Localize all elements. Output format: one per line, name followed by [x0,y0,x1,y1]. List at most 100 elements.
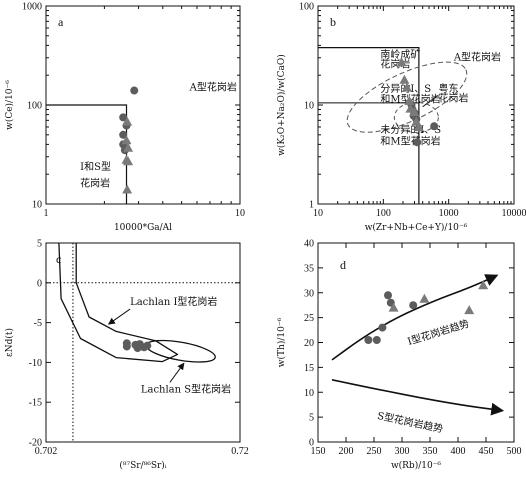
y-axis-label: εNd(t) [4,328,15,357]
s-type-trend-arrow [331,379,505,416]
data-point-triangle [122,116,133,126]
x-tick-label: 1000 [439,208,459,219]
data-point-circle [143,341,152,350]
y-tick-label: 5 [37,239,42,250]
i-type-trend-label: I型花岗岩趋势 [406,317,471,348]
field-label: 粤东 [439,82,459,95]
y-tick-label: 15 [304,363,314,374]
lachlan-i-field [58,242,179,363]
field-label: 南岭成矿 [380,48,420,61]
x-tick-label: 0.702 [35,446,58,457]
data-point-triangle [478,280,489,290]
y-tick-label: 30 [304,288,314,299]
panel-label: c [56,252,61,266]
x-tick-label: 300 [395,446,410,457]
data-point-circle [430,122,439,131]
x-tick-label: 10000 [502,208,526,219]
y-tick-label: -15 [29,398,42,409]
y-tick-label: 25 [304,313,314,324]
x-axis-label: w(Rb)/10⁻⁶ [391,460,441,471]
field-label: 花岗岩 [80,177,110,190]
data-point-triangle [396,57,407,67]
data-point-circle [119,130,128,139]
x-tick-label: 150 [311,446,326,457]
field-label: I和S型 [80,160,111,173]
y-tick-label: 1 [309,200,314,211]
lachlan-s-field [145,339,216,363]
x-tick-label: 400 [451,446,466,457]
panel-a: 1 10101001000aA型花岗岩I和S型花岗岩10000*Ga/Alw(Ce… [4,2,245,234]
x-axis-label: 10000*Ga/Al [114,223,172,233]
y-tick-label: 10 [304,101,314,112]
field-label: A型花岗岩 [189,81,237,94]
data-point-circle [378,323,387,332]
y-tick-label: 1000 [22,2,42,13]
data-point-triangle [123,142,134,152]
s-type-trend-label: S型花岗岩趋势 [376,409,444,436]
data-point-triangle [419,293,430,303]
panel-label: b [330,15,336,29]
panel-label: d [340,258,346,272]
data-point-circle [384,291,392,300]
field-label: 花岗岩 [439,92,469,105]
lachlan-i-label: Lachlan I型花岗岩 [130,295,217,308]
y-tick-label: 0 [37,278,42,289]
panel-label: a [58,15,64,29]
lachlan-s-label: Lachlan S型花岗岩 [141,383,231,396]
panel-c: 0.702 0.72 5 0 -5 -10 -15 -20 c Lachlan I型花岗岩 Lach… [4,239,249,472]
y-tick-label: 35 [304,263,314,274]
x-tick-label: 350 [423,446,438,457]
y-tick-label: 40 [304,239,314,250]
y-axis-label: w(Th)/10⁻⁶ [276,317,287,367]
field-boundary [46,104,128,204]
data-point-circle [372,336,381,345]
y-tick-label: -20 [29,438,42,449]
data-point-triangle [409,106,420,116]
y-axis-label: w(Ce)/10⁻⁶ [4,80,15,130]
y-tick-label: 5 [309,413,314,424]
lachlan-i-arrow [107,308,131,325]
y-tick-label: 100 [299,2,314,13]
yuedong-field-outline [393,101,439,133]
x-tick-label: 100 [376,208,391,219]
data-point-circle [122,342,131,351]
field-label: 花岗岩 [380,57,410,70]
x-tick-label: 0.72 [231,446,249,457]
y-tick-label: 10 [304,388,314,399]
data-point-circle [413,138,422,147]
x-tick-label: 200 [339,446,354,457]
field-label: 未分异的I、S [380,123,441,136]
data-point-triangle [123,156,134,166]
data-point-circle [130,86,139,95]
y-tick-label: -10 [29,358,42,369]
x-axis-label: (⁸⁷Sr/⁸⁶Sr)ᵢ [119,460,166,471]
x-tick-label: 10 [235,208,245,219]
panel-b: 10100100010000110100bA型花岗岩南岭成矿花岗岩分异的I、S和… [276,2,526,234]
yuedong-pointer-line [422,95,439,108]
data-point-triangle [121,135,132,145]
data-point-triangle [399,74,410,84]
y-tick-label: -5 [34,318,42,329]
data-point-circle [119,113,128,122]
x-tick-label: 250 [367,446,382,457]
field-label: A型花岗岩 [453,51,501,64]
plot-frame [45,242,241,443]
data-point-triangle [401,82,412,92]
data-point-circle [409,301,418,310]
lachlan-s-arrow [169,362,185,383]
y-tick-label: 0 [309,438,314,449]
x-tick-label: 450 [479,446,494,457]
y-tick-label: 20 [304,338,314,349]
y-tick-label: 100 [27,101,42,112]
i-type-trend-arrow [331,274,499,361]
data-point-triangle [388,302,399,312]
y-tick-label: 10 [32,200,42,211]
field-boundary [318,47,420,204]
panel-d: 150 200 250 300 350 400 450 500 0 5 10 15 20 25 30 35 40… [276,239,522,472]
x-tick-label: 10 [313,208,323,219]
data-point-triangle [413,121,424,131]
x-axis-label: w(Zr+Nb+Ce+Y)/10⁻⁶ [365,222,468,233]
data-point-triangle [464,305,475,315]
x-tick-label: 1 [44,208,49,219]
